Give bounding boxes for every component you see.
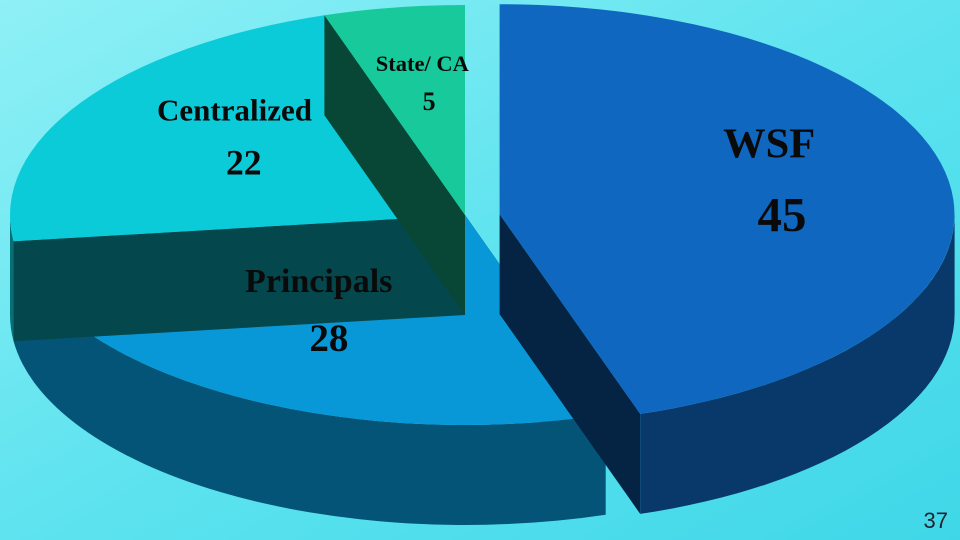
slice-value-label: 45 [758, 187, 807, 242]
slice-value-label: 5 [423, 87, 436, 116]
slide-number: 37 [924, 508, 948, 533]
pie-chart: WSF 45 Principals 28 Centralized 22 State/ CA 5 [10, 4, 955, 525]
slice-label: WSF [723, 120, 815, 167]
slice-label: Principals [245, 263, 392, 300]
slice-wall [13, 241, 606, 525]
slice-wall [640, 214, 955, 514]
slice [324, 5, 465, 215]
slice-side-face [324, 15, 465, 316]
slice-label: Centralized [157, 92, 312, 127]
slice-value-label: 22 [226, 142, 262, 182]
slice-value-label: 28 [309, 317, 348, 360]
slice-label: State/ CA [376, 51, 470, 76]
slice [499, 4, 955, 414]
slice-side-face [499, 214, 641, 514]
slice-wall [10, 215, 14, 342]
slice-side-face [13, 215, 465, 342]
